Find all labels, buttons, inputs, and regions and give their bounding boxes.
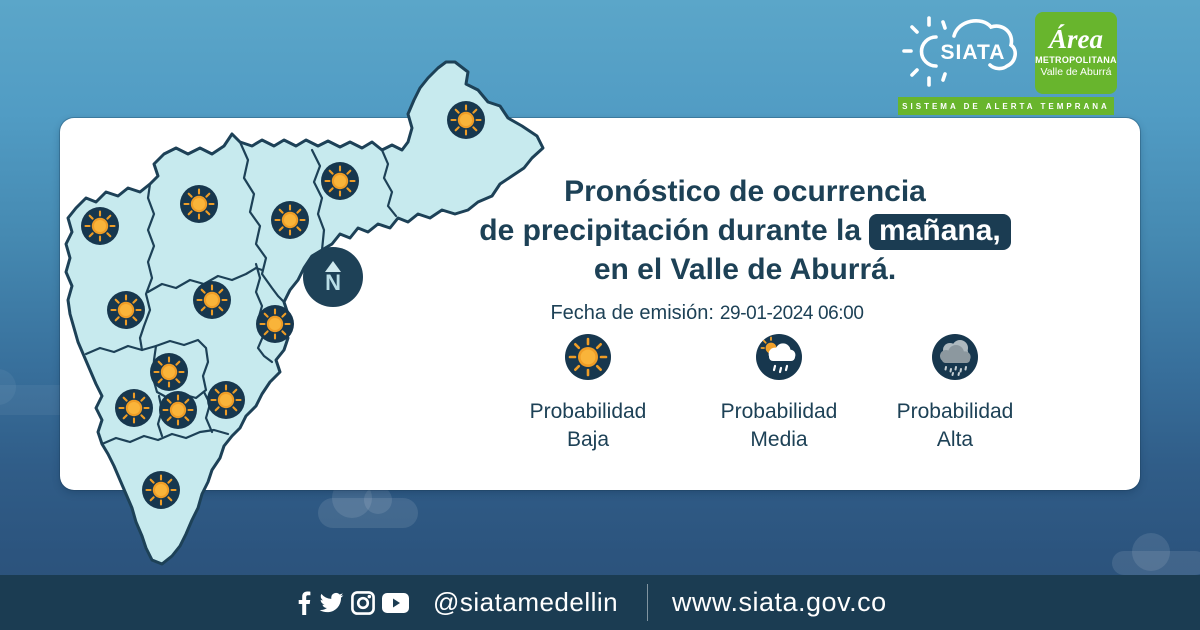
forecast-title: Pronóstico de ocurrencia de precipitació…	[455, 172, 1035, 325]
youtube-icon[interactable]	[382, 592, 409, 613]
social-handle[interactable]: @siatamedellin	[433, 587, 619, 617]
legend-item-baja: Probabilidad Baja	[488, 333, 688, 454]
twitter-icon[interactable]	[318, 590, 344, 616]
legend-baja-label-1: Probabilidad	[529, 400, 647, 423]
tagline-text: SISTEMA DE ALERTA TEMPRANA	[902, 101, 1110, 111]
footer-divider	[647, 584, 648, 621]
title-line-2: de precipitación durante la mañana,	[455, 211, 1035, 250]
legend-item-media: Probabilidad Media	[679, 333, 879, 454]
area-logo-script: Área	[1049, 24, 1103, 54]
facebook-icon[interactable]	[298, 590, 311, 616]
title-line-3: en el Valle de Aburrá.	[593, 253, 897, 286]
legend-alta-label-1: Probabilidad	[896, 400, 1014, 423]
cloud-shape	[364, 486, 392, 514]
website-link[interactable]: www.siata.gov.co	[672, 587, 887, 617]
emission-row: Fecha de emisión: 29-01-2024 06:00	[417, 302, 997, 325]
title-line-1: Pronóstico de ocurrencia	[564, 175, 926, 208]
footer-bar: @siatamedellin www.siata.gov.co	[0, 575, 1200, 630]
siata-logo: SIATA	[902, 16, 1017, 87]
sun-cloud-rain-icon	[756, 334, 802, 380]
tagline-bar: SISTEMA DE ALERTA TEMPRANA	[898, 97, 1114, 115]
cloud-shape	[0, 369, 16, 405]
legend-baja-label-2: Baja	[566, 428, 610, 451]
title-line-2-text: de precipitación durante la	[479, 214, 862, 247]
highlight-morning: mañana,	[869, 214, 1011, 250]
cloud-shape	[1132, 533, 1170, 571]
sun-cloud-icon	[902, 16, 1017, 87]
legend-item-alta: Probabilidad Alta	[855, 333, 1055, 454]
area-metropolitana-logo: Área METROPOLITANA Valle de Aburrá	[1035, 12, 1117, 94]
cloud-shape	[318, 478, 418, 528]
emission-datetime: 29-01-2024 06:00	[719, 303, 864, 324]
legend-alta-label-2: Alta	[936, 428, 974, 451]
emission-label: Fecha de emisión:	[550, 302, 714, 324]
rain-cloud-icon	[932, 334, 978, 380]
social-icons	[298, 575, 409, 630]
cloud-shape	[1112, 533, 1200, 575]
siata-wordmark: SIATA	[941, 41, 1006, 64]
area-logo-caps: METROPOLITANA	[1035, 55, 1117, 65]
instagram-icon[interactable]	[351, 590, 375, 615]
legend-media-label-2: Media	[750, 428, 808, 451]
legend-media-label-1: Probabilidad	[720, 400, 838, 423]
forecast-card: Pronóstico de ocurrencia de precipitació…	[60, 118, 1140, 490]
area-logo-sub: Valle de Aburrá	[1040, 66, 1112, 78]
sun-icon	[565, 334, 611, 380]
